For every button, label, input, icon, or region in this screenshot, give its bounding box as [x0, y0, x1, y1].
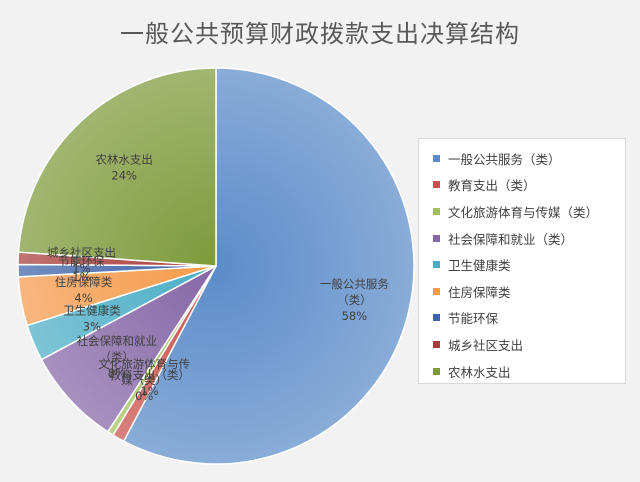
slice-label: 农林水支出 24%	[95, 153, 153, 183]
legend-label: 文化旅游体育与传媒（类）	[448, 204, 599, 220]
slice-8	[17, 67, 217, 267]
legend-item: 文化旅游体育与传媒（类）	[433, 198, 625, 225]
legend-swatch	[433, 261, 440, 269]
legend-item: 教育支出（类）	[433, 172, 625, 199]
legend-swatch	[433, 207, 440, 215]
slice-0	[122, 67, 415, 465]
legend-item: 卫生健康类	[433, 251, 625, 278]
legend-swatch	[433, 234, 440, 242]
legend-label: 教育支出（类）	[448, 178, 536, 194]
legend-label: 一般公共服务（类）	[448, 151, 561, 167]
slice-label: 社会保障和就业（类） 8%	[77, 334, 158, 380]
legend-label: 社会保障和就业（类）	[448, 231, 574, 247]
legend-label: 城乡社区支出	[448, 337, 524, 353]
legend-item: 社会保障和就业（类）	[433, 225, 625, 252]
legend-item: 住房保障类	[433, 278, 625, 305]
slice-label: 节能环保 1%	[58, 254, 104, 284]
slice-label: 卫生健康类 3%	[63, 303, 121, 333]
legend-item: 城乡社区支出	[433, 331, 625, 358]
legend-item: 一般公共服务（类）	[433, 145, 625, 172]
legend-swatch	[433, 314, 440, 322]
slice-label: 城乡社区支出 1%	[47, 246, 116, 276]
legend-label: 节能环保	[448, 311, 499, 327]
legend-item: 节能环保	[433, 305, 625, 332]
legend-label: 农林水支出	[448, 364, 511, 380]
legend-label: 住房保障类	[448, 284, 511, 300]
slice-label: 文化旅游体育与传媒（类） 0%	[98, 357, 190, 403]
legend-swatch	[433, 340, 440, 348]
legend-swatch	[433, 154, 440, 162]
legend-item: 农林水支出	[433, 358, 625, 385]
slice-3	[40, 265, 217, 433]
legend: 一般公共服务（类） 教育支出（类） 文化旅游体育与传媒（类） 社会保障和就业（类） 卫生…	[418, 138, 626, 384]
legend-swatch	[433, 181, 440, 189]
slice-label: 一般公共服务（类） 58%	[320, 277, 389, 323]
legend-label: 卫生健康类	[448, 258, 511, 274]
slice-label: 住房保障类 4%	[55, 275, 113, 305]
legend-swatch	[433, 367, 440, 375]
chart-title: 一般公共预算财政拨款支出决算结构	[120, 20, 520, 48]
slice-label: 教育支出（类） 1%	[109, 368, 190, 398]
legend-swatch	[433, 287, 440, 295]
